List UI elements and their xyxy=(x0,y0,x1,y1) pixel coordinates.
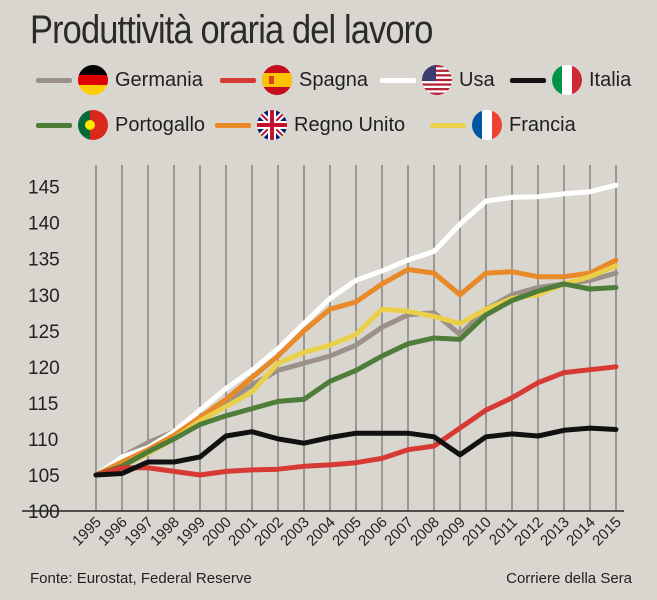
x-tick-label: 2013 xyxy=(537,514,573,550)
chart-series xyxy=(93,182,619,478)
legend-label: Spagna xyxy=(299,68,368,91)
y-tick-label: 115 xyxy=(28,394,58,415)
y-axis: 100 105 110 115 120 125 130 135 140 145 xyxy=(28,178,60,523)
y-tick-label: 110 xyxy=(28,430,58,451)
legend-label: Francia xyxy=(509,113,576,136)
x-tick-label: 2007 xyxy=(381,514,417,550)
series-line-portogallo xyxy=(93,281,619,478)
legend-item-germania[interactable]: Germania xyxy=(36,65,203,95)
x-tick-label: 2014 xyxy=(563,514,599,550)
legend-swatch xyxy=(36,77,72,83)
legend-item-portogallo[interactable]: Portogallo xyxy=(36,110,205,140)
legend-swatch xyxy=(215,122,251,128)
x-tick-label: 2010 xyxy=(459,514,495,550)
x-tick-label: 1999 xyxy=(173,514,209,550)
legend-item-italia[interactable]: Italia xyxy=(510,65,631,95)
x-tick-label: 2009 xyxy=(433,514,469,550)
y-tick-label: 130 xyxy=(28,286,60,307)
series-line-spagna xyxy=(93,364,619,478)
x-tick-label: 2005 xyxy=(329,514,365,550)
chart-legend: Germania Spagna Usa Italia Portogallo xyxy=(0,0,657,160)
x-axis: 1995199619971998199920002001200220032004… xyxy=(69,514,625,550)
france-flag-icon xyxy=(472,110,502,140)
uk-flag-icon xyxy=(257,110,287,140)
legend-label: Portogallo xyxy=(115,113,206,136)
legend-item-spagna[interactable]: Spagna xyxy=(220,65,368,95)
x-tick-label: 1997 xyxy=(121,514,157,550)
source-note: Fonte: Eurostat, Federal Reserve xyxy=(30,570,252,587)
legend-label: Regno Unito xyxy=(294,113,406,136)
spain-flag-icon xyxy=(262,65,292,95)
series-line-regno-unito xyxy=(93,257,619,478)
legend-label: Usa xyxy=(459,68,495,91)
y-tick-label: 140 xyxy=(28,214,60,235)
page-title: Produttività oraria del lavoro xyxy=(30,8,433,52)
x-tick-label: 2004 xyxy=(303,514,339,550)
usa-flag-icon xyxy=(422,65,452,95)
x-tick-label: 1998 xyxy=(147,514,183,550)
x-tick-label: 2000 xyxy=(199,514,235,550)
legend-swatch xyxy=(380,77,416,83)
legend-swatch xyxy=(430,122,466,128)
series-line-usa xyxy=(93,182,619,478)
x-tick-label: 1995 xyxy=(69,514,105,550)
x-tick-label: 2015 xyxy=(589,514,625,550)
y-tick-label: 105 xyxy=(28,466,60,487)
y-tick-label: 100 xyxy=(28,502,60,523)
x-tick-label: 1996 xyxy=(95,514,131,550)
legend-label: Germania xyxy=(115,68,203,91)
italy-flag-icon xyxy=(552,65,582,95)
x-tick-label: 2003 xyxy=(277,514,313,550)
y-tick-label: 120 xyxy=(28,358,60,379)
legend-swatch xyxy=(510,77,546,83)
legend-item-francia[interactable]: Francia xyxy=(430,110,576,140)
legend-item-regno-unito[interactable]: Regno Unito xyxy=(215,110,405,140)
x-tick-label: 2011 xyxy=(486,514,521,549)
legend-swatch xyxy=(36,122,72,128)
germany-flag-icon xyxy=(78,65,108,95)
y-tick-label: 125 xyxy=(28,322,60,343)
series-line-italia xyxy=(93,425,619,478)
y-tick-label: 145 xyxy=(28,178,60,199)
y-tick-label: 135 xyxy=(28,250,60,271)
x-tick-label: 2001 xyxy=(225,514,261,550)
x-tick-label: 2012 xyxy=(511,514,547,550)
publisher-credit: Corriere della Sera xyxy=(506,570,632,587)
legend-swatch xyxy=(220,77,256,83)
portugal-flag-icon xyxy=(78,110,108,140)
x-tick-label: 2002 xyxy=(251,514,287,550)
x-tick-label: 2006 xyxy=(355,514,391,550)
chart-grid xyxy=(22,165,624,512)
legend-item-usa[interactable]: Usa xyxy=(380,65,495,95)
legend-label: Italia xyxy=(589,68,632,91)
x-tick-label: 2008 xyxy=(407,514,443,550)
